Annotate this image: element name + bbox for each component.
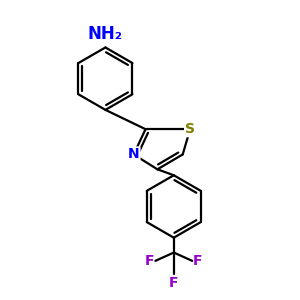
- Text: N: N: [128, 148, 140, 161]
- Text: F: F: [169, 276, 178, 290]
- Text: F: F: [145, 254, 155, 268]
- Text: NH₂: NH₂: [88, 25, 123, 43]
- Text: F: F: [193, 254, 202, 268]
- Text: S: S: [185, 122, 195, 136]
